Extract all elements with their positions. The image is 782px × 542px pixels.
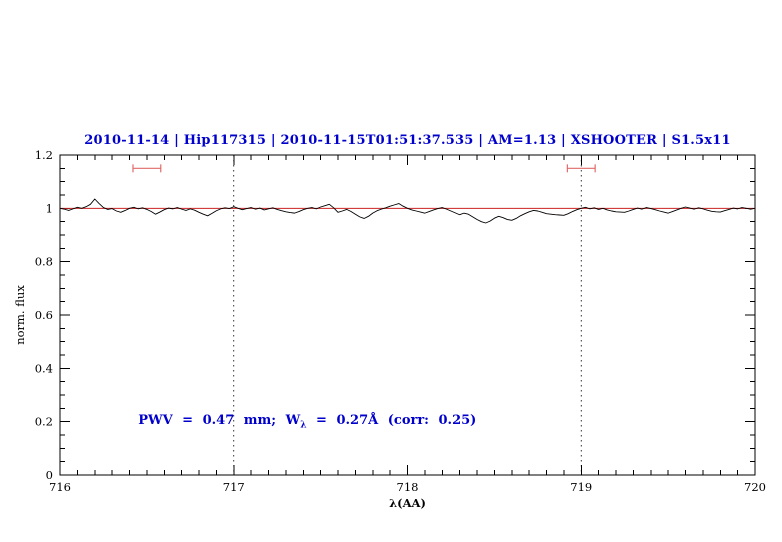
y-tick-label: 0.6	[35, 308, 53, 322]
x-tick-label: 716	[49, 480, 71, 494]
pwv-annotation-lambda-subscript: λ	[300, 420, 307, 431]
plot-title: 2010-11-14 | Hip117315 | 2010-11-15T01:5…	[84, 133, 731, 148]
y-tick-label: 1.2	[35, 148, 53, 162]
pwv-annotation: PWV = 0.47 mm; Wλ = 0.27Å (corr: 0.25)	[138, 413, 476, 431]
y-tick-label: 0	[46, 468, 53, 482]
y-tick-label: 0.4	[35, 361, 53, 375]
x-tick-label: 717	[223, 480, 245, 494]
x-tick-label: 720	[744, 480, 766, 494]
x-tick-label: 719	[570, 480, 592, 494]
spectrum-trace	[59, 198, 756, 224]
pwv-annotation-suffix: = 0.27Å (corr: 0.25)	[306, 412, 477, 428]
y-tick-label: 1	[46, 201, 53, 215]
x-tick-label: 718	[397, 480, 419, 494]
y-axis-label: norm. flux	[13, 285, 27, 345]
x-axis-label: λ(AA)	[389, 496, 426, 510]
y-tick-label: 0.2	[35, 415, 53, 429]
y-tick-label: 0.8	[35, 255, 53, 269]
pwv-annotation-prefix: PWV = 0.47 mm; W	[138, 412, 301, 428]
